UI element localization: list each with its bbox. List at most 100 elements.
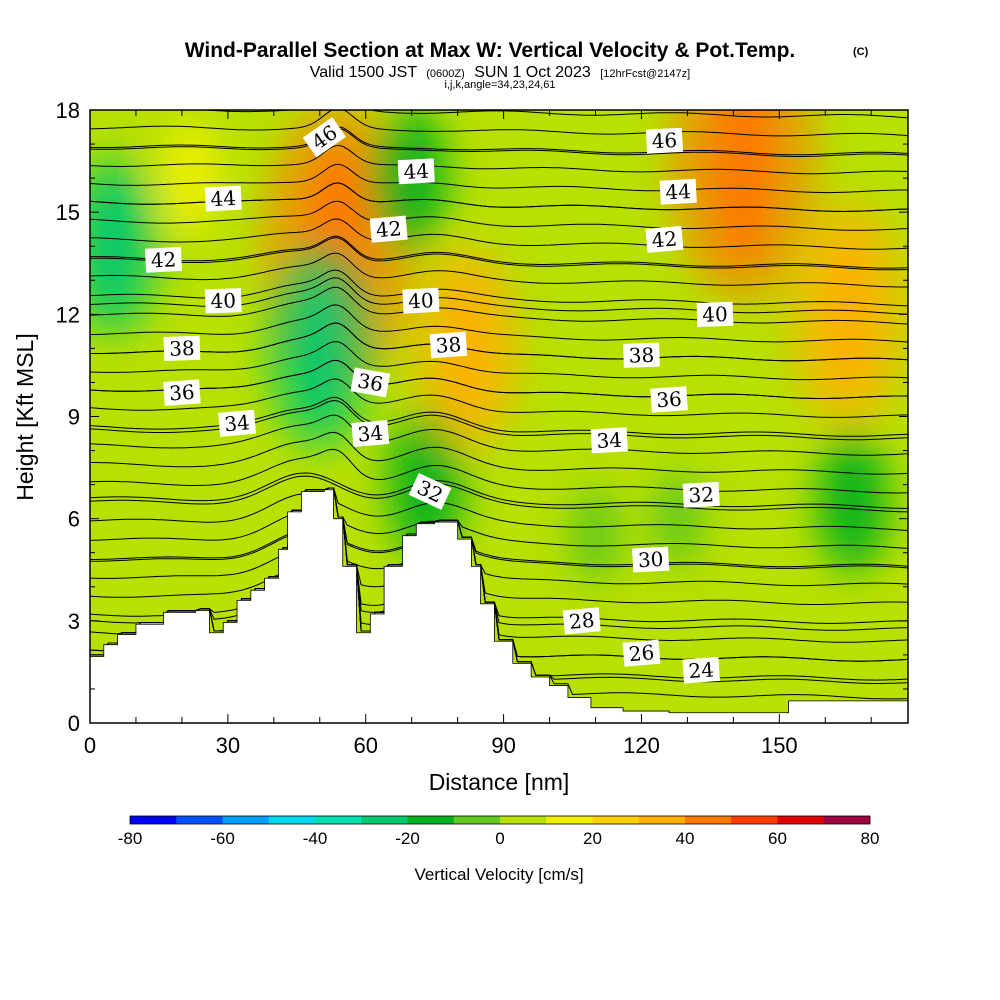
y-tick-label: 9 xyxy=(68,405,80,430)
isentrope-line xyxy=(90,237,908,271)
isentrope-label-text: 38 xyxy=(435,332,462,358)
isentrope-line xyxy=(90,286,908,325)
isentrope-label: 32 xyxy=(682,481,720,508)
isentrope-line xyxy=(90,487,908,631)
isentrope-label-text: 26 xyxy=(628,640,655,666)
isentrope-label-box xyxy=(408,472,452,510)
isentrope-label-text: 34 xyxy=(223,410,250,436)
isentrope-line xyxy=(90,200,908,231)
isentrope-label-text: 36 xyxy=(168,380,195,406)
isentrope-label-box xyxy=(204,185,242,212)
isentrope-line xyxy=(90,304,908,343)
isentrope-line xyxy=(90,163,908,194)
colorbar-swatch xyxy=(592,816,640,824)
isentrope-label-text: 44 xyxy=(665,179,692,204)
isentrope-label: 46 xyxy=(645,127,684,154)
x-tick-label: 90 xyxy=(491,733,515,758)
isentrope-label-box xyxy=(204,288,242,314)
isentrope-label: 40 xyxy=(402,287,440,314)
isentrope-label-text: 40 xyxy=(408,288,435,313)
x-axis: 0 30 60 90 120 150 xyxy=(84,110,872,758)
isentrope-label-box xyxy=(650,386,688,413)
x-tick-label: 30 xyxy=(216,733,240,758)
colorbar-swatch xyxy=(176,816,223,824)
isentrope-line xyxy=(90,235,908,269)
colorbar-swatch xyxy=(500,816,547,824)
colorbar-title: Vertical Velocity [cm/s] xyxy=(414,865,583,884)
x-axis-label: Distance [nm] xyxy=(429,769,570,795)
x-tick-label: 60 xyxy=(353,733,377,758)
colorbar-label: 80 xyxy=(861,829,880,848)
isentrope-label-text: 32 xyxy=(688,482,715,507)
colorbar-swatch xyxy=(453,816,501,824)
isentrope-label: 38 xyxy=(163,335,201,362)
isentrope-label-box xyxy=(397,158,435,185)
isentrope-label-text: 34 xyxy=(357,420,384,446)
colorbar-label: 60 xyxy=(768,829,787,848)
isentrope-label-box xyxy=(645,225,684,253)
isentrope-label-box xyxy=(350,367,391,398)
isentrope-line xyxy=(90,475,908,513)
isentrope-label-text: 42 xyxy=(375,216,402,242)
colorbar-swatch xyxy=(130,816,177,824)
isentrope-label-box xyxy=(429,331,468,359)
y-tick-label: 15 xyxy=(56,200,80,225)
isentrope-label: 44 xyxy=(659,178,697,205)
isentrope-line xyxy=(90,487,908,587)
isentrope-label-text: 46 xyxy=(651,128,678,153)
isentrope-label-text: 38 xyxy=(628,343,654,368)
velocity-core xyxy=(581,497,610,574)
isentrope-label: 36 xyxy=(350,367,391,398)
isentrope-label: 40 xyxy=(204,288,242,314)
isentrope-label-box xyxy=(590,427,628,454)
isentrope-line xyxy=(90,431,908,475)
y-tick-label: 18 xyxy=(56,98,80,123)
colorbar-swatch xyxy=(361,816,408,824)
y-tick-label: 6 xyxy=(68,507,80,532)
chart-title: Wind-Parallel Section at Max W: Vertical… xyxy=(185,39,796,62)
isentrope-label: 34 xyxy=(218,409,257,437)
isentrope-label: 24 xyxy=(682,656,720,684)
x-tick-label: 0 xyxy=(84,733,96,758)
isentrope-label-box xyxy=(682,656,720,684)
y-tick-label: 12 xyxy=(56,302,80,327)
isentrope-label-text: 28 xyxy=(568,608,595,634)
isentrope-label: 36 xyxy=(650,386,688,413)
isentrope-label-box xyxy=(302,117,346,158)
isentrope-label: 42 xyxy=(645,225,684,253)
subtitle-valid: Valid 1500 JST xyxy=(310,64,418,81)
isentrope-line xyxy=(90,472,908,509)
isentrope-line xyxy=(200,110,908,119)
isentrope-label: 38 xyxy=(429,331,468,359)
colorbar-swatch xyxy=(638,816,686,824)
isentrope-label: 26 xyxy=(622,639,661,667)
isentrope-label-box xyxy=(645,127,684,154)
isentrope-label: 44 xyxy=(397,158,435,185)
isentrope-line xyxy=(90,487,908,624)
colorbar-swatch xyxy=(315,816,362,824)
isentrope-label: 44 xyxy=(204,185,242,212)
terrain xyxy=(90,489,908,723)
isentrope-label-box xyxy=(351,420,390,448)
isentrope-line xyxy=(90,110,908,137)
colorbar xyxy=(129,815,871,825)
isentrope-label: 28 xyxy=(562,607,601,635)
colorbar-label: 0 xyxy=(495,829,504,848)
isentrope-label: 36 xyxy=(163,379,201,406)
isentrope-label-box xyxy=(163,379,201,406)
isentrope-label-box xyxy=(163,335,201,362)
isentrope-line xyxy=(90,487,908,568)
colorbar-swatch xyxy=(222,816,270,824)
x-tick-label: 120 xyxy=(623,733,660,758)
velocity-core xyxy=(90,178,137,315)
subtitle-date: SUN 1 Oct 2023 xyxy=(474,64,591,81)
isentrope-line xyxy=(90,487,908,605)
isentrope-label-text: 42 xyxy=(651,226,678,252)
colorbar-label: 40 xyxy=(676,829,695,848)
isentrope-label-text: 24 xyxy=(688,657,715,683)
isentrope-label-text: 30 xyxy=(637,547,664,572)
velocity-core xyxy=(832,445,873,558)
isentrope-line xyxy=(90,448,908,494)
